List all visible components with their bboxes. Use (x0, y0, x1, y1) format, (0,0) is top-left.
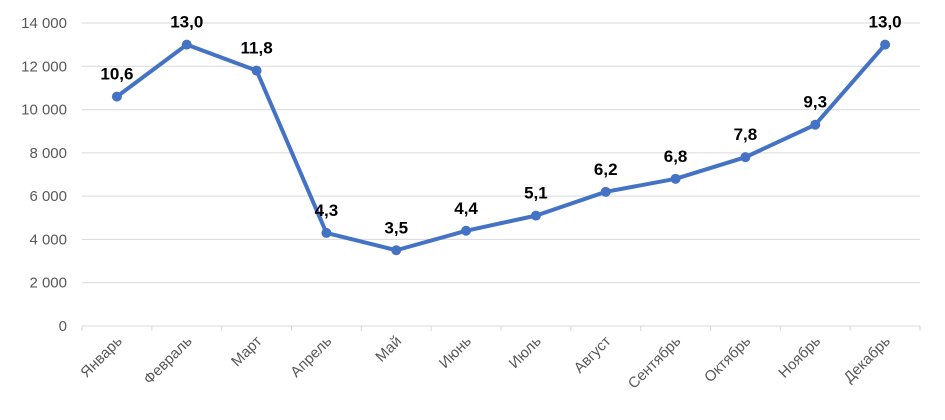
data-point (251, 65, 262, 76)
x-tick-label: Август (571, 333, 615, 377)
data-label: 4,4 (454, 199, 478, 218)
data-point (810, 119, 821, 130)
x-tick-label: Апрель (287, 333, 335, 381)
gridlines (82, 22, 920, 284)
data-point (530, 210, 541, 221)
data-point (880, 39, 891, 50)
y-tick-label: 10 000 (21, 102, 67, 119)
series-line-group (111, 39, 891, 256)
data-label: 6,2 (594, 160, 618, 179)
x-tick-label: Июнь (436, 333, 475, 372)
y-tick-label: 12 000 (21, 58, 67, 75)
data-point (181, 39, 192, 50)
x-tick-label: Сентябрь (625, 333, 685, 393)
y-tick-label: 2 000 (29, 275, 67, 292)
series-line (114, 42, 888, 253)
data-labels: 10,6 13,0 11,8 4,3 3,5 4,4 5,1 6,2 6,8 7,8 9,3 13,0 (100, 13, 901, 238)
x-tick-label: Декабрь (841, 333, 895, 387)
y-axis: 0 2 000 4 000 6 000 8 000 10 000 12 000 14 000 (21, 15, 67, 335)
y-tick-label: 8 000 (29, 145, 67, 162)
data-point (740, 152, 751, 163)
data-label: 7,8 (734, 125, 758, 144)
data-point (600, 186, 611, 197)
y-tick-label: 14 000 (21, 15, 67, 32)
data-label: 3,5 (384, 218, 408, 237)
x-tick-label: Май (372, 333, 405, 366)
data-label: 5,1 (524, 184, 548, 203)
x-tick-label: Март (228, 333, 265, 370)
y-tick-label: 4 000 (29, 231, 67, 248)
x-tick-label: Ноябрь (775, 333, 824, 382)
data-label: 13,0 (869, 13, 902, 32)
x-axis: Январь Февраль Март Апрель Май Июнь Июль Август… (77, 325, 921, 393)
y-tick-label: 6 000 (29, 188, 67, 205)
data-label: 4,3 (315, 201, 339, 220)
x-tick-label: Июль (506, 333, 545, 372)
data-label: 13,0 (170, 13, 203, 32)
y-tick-label: 0 (59, 318, 67, 335)
data-label: 9,3 (803, 93, 827, 112)
data-label: 6,8 (664, 147, 688, 166)
data-point (461, 225, 472, 236)
x-tick-label: Февраль (140, 333, 195, 388)
data-point (111, 91, 122, 102)
data-label: 10,6 (100, 65, 133, 84)
data-point (670, 173, 681, 184)
x-tick-label: Октябрь (701, 333, 754, 386)
data-point (391, 245, 402, 256)
data-label: 11,8 (241, 39, 273, 58)
data-point (321, 227, 332, 238)
x-tick-label: Январь (77, 333, 126, 382)
